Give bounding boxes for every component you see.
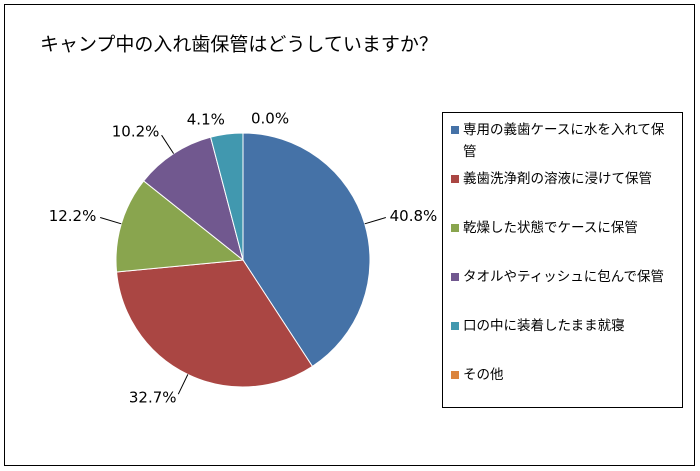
leader-line	[100, 217, 122, 225]
legend-swatch	[451, 126, 459, 134]
legend-swatch	[451, 322, 459, 330]
pie-slice	[116, 259, 314, 388]
leader-line	[161, 134, 175, 154]
data-label: 0.0%	[251, 110, 289, 128]
legend: 専用の義歯ケースに水を入れて保管義歯洗浄剤の溶液に浸けて保管 乾燥した状態でケース…	[442, 112, 683, 408]
data-label: 10.2%	[112, 122, 160, 140]
legend-item: 義歯洗浄剤の溶液に浸けて保管	[451, 168, 673, 190]
pie-slice	[210, 132, 244, 261]
leader-line	[177, 374, 189, 395]
pie-slice	[115, 180, 245, 273]
legend-label: その他	[463, 367, 504, 383]
legend-label: 口の中に装着したまま就寝	[463, 318, 625, 334]
legend-label: タオルやティッシュに包んで保管	[463, 269, 665, 285]
chart-title: キャンプ中の入れ歯保管はどうしていますか？	[40, 34, 438, 56]
data-label: 4.1%	[187, 111, 225, 129]
legend-label: 義歯洗浄剤の溶液に浸けて保管	[463, 171, 652, 187]
leader-line	[364, 217, 386, 225]
data-label: 40.8%	[390, 207, 438, 225]
legend-item: タオルやティッシュに包んで保管	[451, 266, 673, 288]
data-label: 32.7%	[129, 388, 177, 406]
legend-item: 乾燥した状態でケースに保管	[451, 217, 673, 239]
legend-label: 乾燥した状態でケースに保管	[463, 220, 638, 236]
data-label: 12.2%	[49, 207, 97, 225]
legend-item: 専用の義歯ケースに水を入れて保管	[451, 119, 673, 163]
legend-item: その他	[451, 364, 673, 386]
legend-item: 口の中に装着したまま就寝	[451, 315, 673, 337]
legend-label: 専用の義歯ケースに水を入れて保管	[463, 122, 665, 160]
legend-swatch	[451, 175, 459, 183]
legend-swatch	[451, 224, 459, 232]
pie-slice	[142, 136, 244, 262]
legend-swatch	[451, 273, 459, 281]
legend-swatch	[451, 371, 459, 379]
